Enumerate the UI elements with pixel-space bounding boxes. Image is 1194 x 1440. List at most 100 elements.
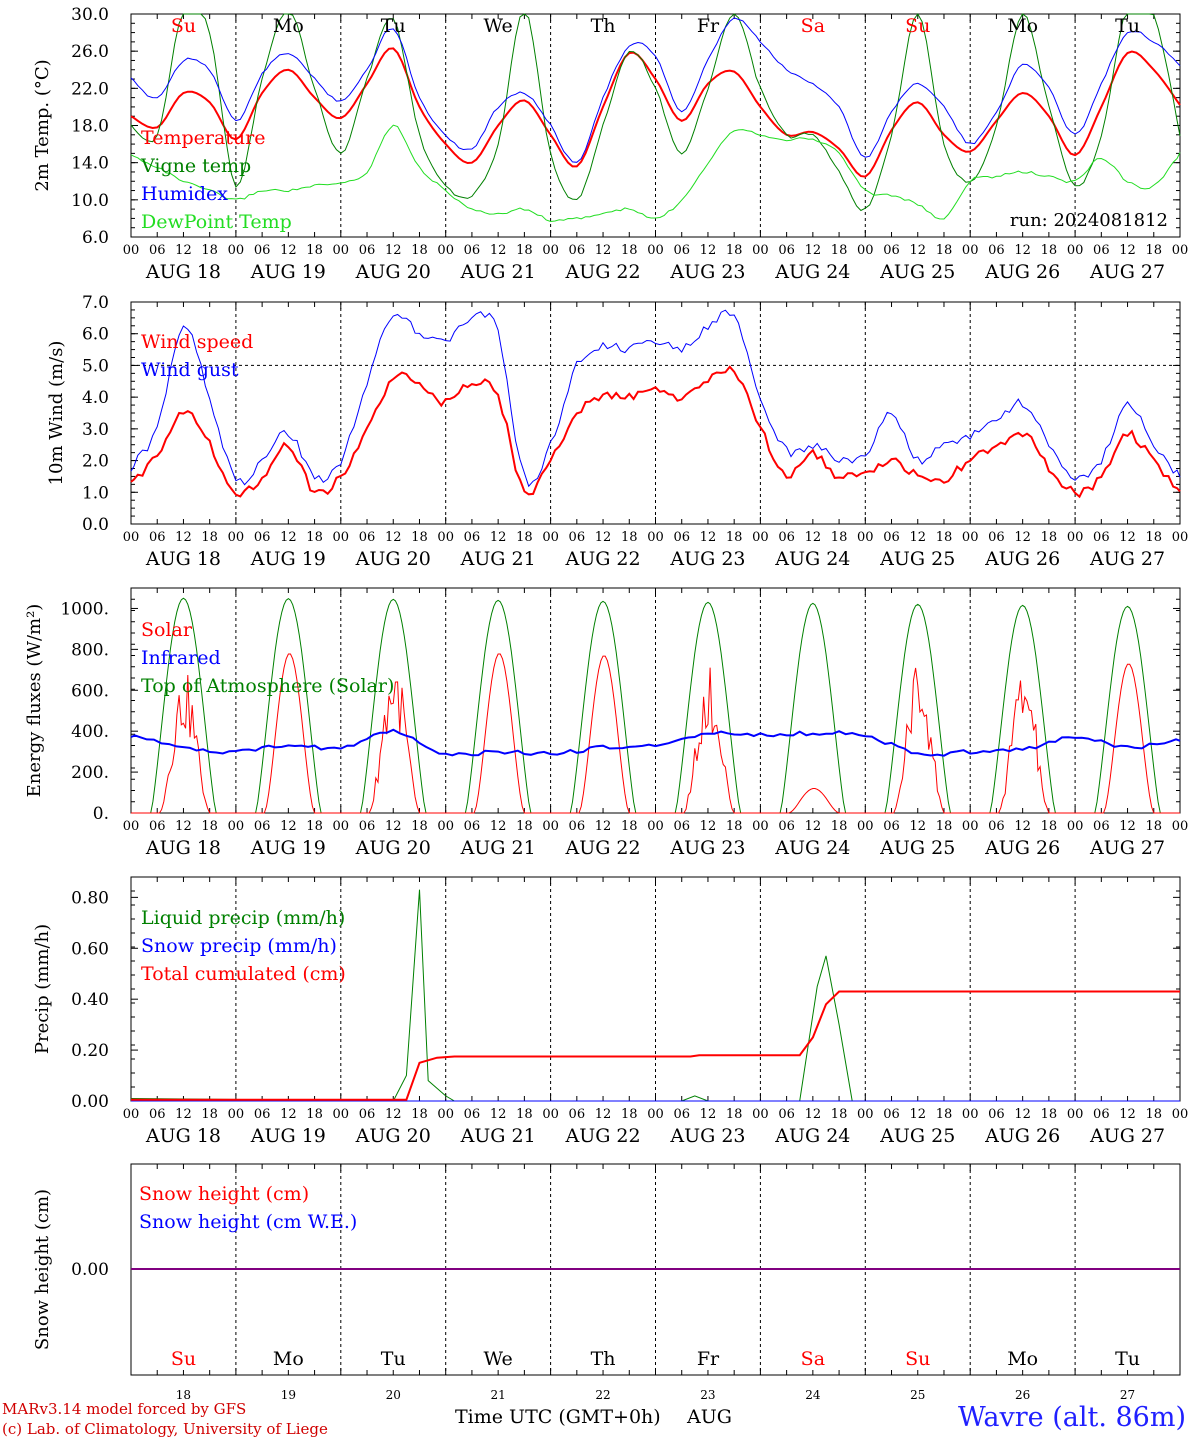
panel-frame [130,13,1181,238]
y-tick-label: 4.0 [82,388,109,408]
series-liquid-precip-mm-h [130,889,1180,1102]
hour-tick-label: 06 [778,530,795,545]
hour-tick-label: 00 [437,1107,454,1122]
hour-tick-label: 18 [516,819,533,834]
hour-tick-label: 06 [673,530,690,545]
day-label: AUG 21 [460,1125,536,1147]
hour-tick-label: 18 [621,530,638,545]
x-axis-title: Time UTC (GMT+0h) [455,1406,661,1428]
hour-tick-label: 00 [542,530,559,545]
legend-top-of-atmosphere-solar: Top of Atmosphere (Solar) [141,675,394,697]
hour-tick-label: 12 [805,1107,822,1122]
hour-tick-label: 18 [516,1107,533,1122]
hour-tick-label: 12 [490,530,507,545]
hour-tick-label: 12 [1119,1107,1136,1122]
hour-tick-label: 06 [149,819,166,834]
day-label: AUG 23 [669,1125,745,1147]
day-number-label: 24 [805,1388,821,1400]
hour-tick-label: 18 [726,530,743,545]
hour-tick-label: 12 [909,1107,926,1122]
hour-tick-label: 12 [909,819,926,834]
hour-tick-label: 00 [857,243,874,258]
day-label: AUG 22 [564,261,640,283]
weekday-label: Su [905,1348,930,1370]
hour-tick-label: 06 [359,243,376,258]
hour-tick-label: 00 [647,819,664,834]
hour-tick-label: 00 [333,1107,350,1122]
y-tick-label: 30.0 [71,5,109,25]
y-tick-label: 1.0 [82,483,109,503]
day-number-label: 19 [281,1388,296,1400]
hour-tick-label: 18 [831,243,848,258]
hour-tick-label: 00 [333,243,350,258]
y-tick-label: 26.0 [71,42,109,62]
hour-tick-label: 18 [621,819,638,834]
day-number-label: 20 [386,1388,401,1400]
y-tick-label: 18.0 [71,117,109,137]
hour-tick-label: 06 [988,243,1005,258]
y-axis-label: Snow height (cm) [32,1189,53,1350]
hour-tick-label: 18 [411,1107,428,1122]
series-wind-gust [130,309,1181,488]
series-wind-speed [130,365,1181,499]
day-number-label: 23 [700,1388,715,1400]
legend-temperature: Temperature [141,127,265,149]
hour-tick-label: 12 [909,243,926,258]
weekday-label: Tu [381,1348,406,1370]
panel-2: 00 06 12 18 00 06 12 18 00 06 12 18 00 06 12 18 00 06 12 18… [46,293,1188,570]
hour-tick-label: 12 [595,530,612,545]
hour-tick-label: 00 [123,1107,140,1122]
hour-tick-label: 00 [1067,819,1084,834]
day-label: AUG 21 [460,837,536,859]
weekday-label: Mo [1007,15,1038,37]
y-tick-label: 7.0 [82,293,109,313]
day-label: AUG 25 [879,261,955,283]
hour-tick-label: 12 [1119,530,1136,545]
hour-tick-label: 06 [569,1107,586,1122]
hour-tick-label: 18 [1146,1107,1163,1122]
series-vigne-temp [130,13,1181,212]
y-tick-label: 0.80 [71,888,109,908]
hour-tick-label: 00 [647,1107,664,1122]
legend-vigne-temp: Vigne temp [140,155,251,177]
hour-tick-label: 06 [569,530,586,545]
hour-tick-label: 00 [962,819,979,834]
panel-1: 00 06 12 18 00 06 12 18 00 06 12 18 00 06 12 18 00 06 12 18… [32,5,1188,283]
hour-tick-label: 00 [437,530,454,545]
hour-tick-label: 06 [673,1107,690,1122]
hour-tick-label: 00 [542,1107,559,1122]
day-label: AUG 19 [250,261,326,283]
day-number-label: 26 [1015,1388,1030,1400]
series-dewpoint-temp [130,124,1181,223]
legend-snow-height-cm-w-e: Snow height (cm W.E.) [139,1211,357,1233]
y-tick-label: 0.00 [71,1260,109,1280]
y-tick-label: 0.00 [71,1092,109,1112]
hour-tick-label: 12 [385,530,402,545]
hour-tick-label: 06 [254,243,271,258]
y-tick-label: 0.20 [71,1041,109,1061]
day-label: AUG 27 [1089,548,1165,570]
hour-tick-label: 12 [1014,819,1031,834]
hour-tick-label: 00 [228,819,245,834]
hour-tick-label: 00 [333,530,350,545]
hour-tick-label: 06 [464,243,481,258]
hour-tick-label: 00 [962,1107,979,1122]
hour-tick-label: 18 [1146,819,1163,834]
hour-tick-label: 06 [1093,819,1110,834]
hour-tick-label: 18 [831,530,848,545]
hour-tick-label: 00 [962,243,979,258]
hour-tick-label: 12 [490,819,507,834]
hour-tick-label: 12 [1014,243,1031,258]
hour-tick-label: 18 [1146,530,1163,545]
y-axis-label: 2m Temp. (°C) [32,59,53,191]
hour-tick-label: 06 [464,1107,481,1122]
day-label: AUG 25 [879,1125,955,1147]
hour-tick-label: 12 [280,819,297,834]
hour-tick-label: 18 [621,1107,638,1122]
hour-tick-label: 06 [778,243,795,258]
hour-tick-label: 06 [988,819,1005,834]
panel-frame [130,587,1181,814]
hour-tick-label: 18 [306,530,323,545]
panel-4: 00 06 12 18 00 06 12 18 00 06 12 18 00 06 12 18 00 06 12 18… [32,876,1188,1147]
hour-tick-label: 18 [516,243,533,258]
